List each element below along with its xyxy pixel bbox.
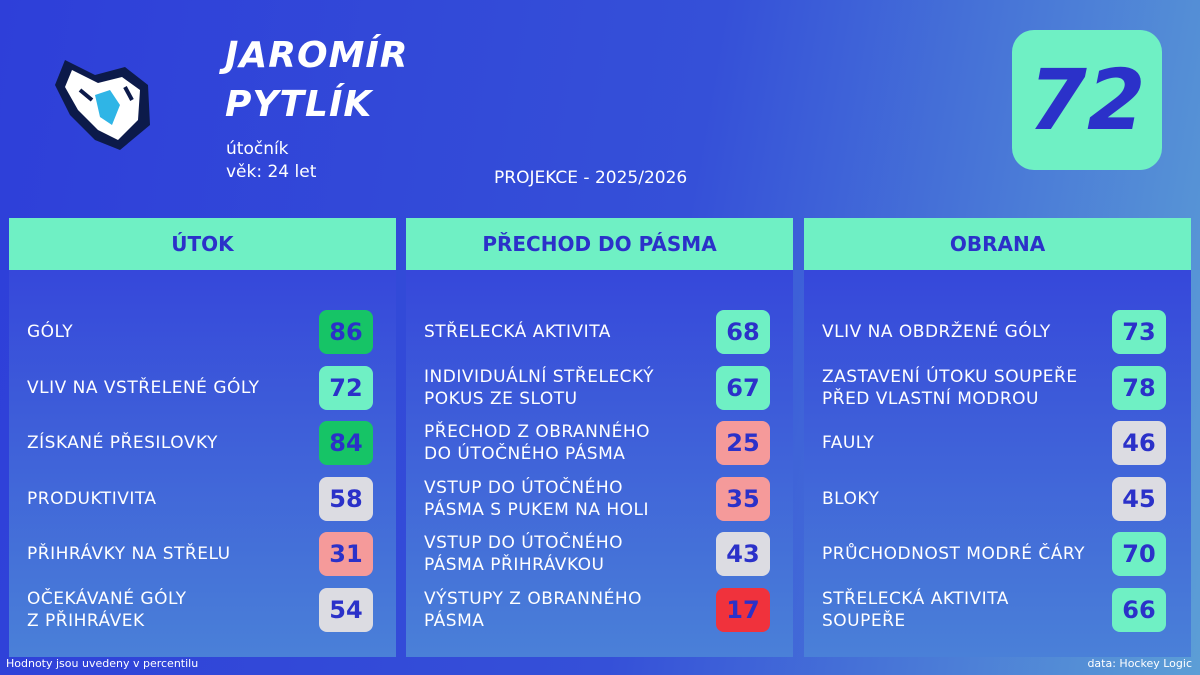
label-line: OČEKÁVANÉ GÓLY (27, 589, 187, 609)
metric-label: INDIVIDUÁLNÍ STŘELECKÝ POKUS ZE SLOTU (424, 366, 654, 410)
metric-value: 35 (716, 476, 770, 521)
metric-value: 72 (319, 365, 373, 410)
label-line: PŘECHOD Z OBRANNÉHO (424, 422, 651, 443)
metric-label: STŘELECKÁ AKTIVITA (424, 321, 611, 343)
metric-label: FAULY (822, 432, 874, 454)
metric-value: 86 (319, 310, 373, 354)
label-line: Z PŘIHRÁVEK (27, 611, 145, 631)
metric-label: ZÍSKANÉ PŘESILOVKY (27, 432, 218, 454)
label-line: DO ÚTOČNÉHO PÁSMA (424, 444, 626, 465)
panel: ÚTOK GÓLY 86 VLIV NA VSTŘELENÉ GÓLY 72 ZÍSKAN… (9, 218, 396, 657)
metric-value: 66 (1112, 588, 1166, 632)
position: útočník (226, 139, 289, 159)
label-line: FAULY (822, 433, 875, 454)
age: věk: 24 let (226, 162, 317, 182)
label-line: VÝSTUPY Z OBRANNÉHO (424, 589, 642, 609)
panel-title: PŘECHOD DO PÁSMA (406, 218, 793, 270)
label-line: PŘIHRÁVKY NA STŘELU (27, 544, 231, 565)
metric-value: 43 (716, 532, 770, 577)
label-line: PRŮCHODNOST MODRÉ ČÁRY (822, 544, 1086, 565)
metric-value: 58 (319, 476, 373, 521)
footer-note: Hodnoty jsou uvedeny v percentilu (6, 657, 199, 670)
metric-label: PŘIHRÁVKY NA STŘELU (27, 543, 231, 565)
metric-value: 67 (716, 365, 770, 410)
metric-value: 73 (1112, 310, 1166, 354)
metric-value: 17 (716, 588, 770, 632)
metric-label: GÓLY (27, 321, 73, 343)
label-line: PÁSMA PŘIHRÁVKOU (424, 555, 605, 576)
metric-value: 68 (716, 310, 770, 354)
label-line: STŘELECKÁ AKTIVITA (822, 589, 1009, 609)
player-name: PYTLÍK (225, 84, 373, 125)
overall-rating: 72 (1012, 30, 1162, 170)
metric-label: OČEKÁVANÉ GÓLY Z PŘIHRÁVEK (27, 588, 187, 632)
panel-title: OBRANA (804, 218, 1191, 270)
metric-value: 84 (319, 421, 373, 466)
label-line: ZÍSKANÉ PŘESILOVKY (27, 433, 218, 454)
metric-label: STŘELECKÁ AKTIVITA SOUPEŘE (822, 588, 1009, 632)
metric-value: 70 (1112, 532, 1166, 577)
label-line: INDIVIDUÁLNÍ STŘELECKÝ (424, 366, 654, 387)
label-line: VLIV NA VSTŘELENÉ GÓLY (27, 377, 260, 398)
label-line: PÁSMA S PUKEM NA HOLI (424, 499, 650, 520)
metric-label: PŘECHOD Z OBRANNÉHO DO ÚTOČNÉHO PÁSMA (424, 421, 650, 465)
label-line: ZASTAVENÍ ÚTOKU SOUPEŘE (822, 366, 1078, 387)
metric-label: VLIV NA VSTŘELENÉ GÓLY (27, 377, 259, 399)
metric-label: PRODUKTIVITA (27, 488, 157, 510)
metric-value: 25 (716, 421, 770, 466)
projection: PROJEKCE - 2025/2026 (494, 168, 688, 188)
metric-value: 46 (1112, 421, 1166, 466)
metric-label: VSTUP DO ÚTOČNÉHO PÁSMA PŘIHRÁVKOU (424, 532, 623, 576)
label-line: PÁSMA (424, 611, 485, 631)
label-line: BLOKY (822, 488, 880, 509)
label-line: VLIV NA OBDRŽENÉ GÓLY (822, 322, 1051, 342)
panel-title: ÚTOK (9, 218, 396, 270)
metric-label: BLOKY (822, 488, 879, 510)
label-line: PRODUKTIVITA (27, 488, 157, 509)
panel: PŘECHOD DO PÁSMA STŘELECKÁ AKTIVITA 68 INDI… (406, 218, 793, 657)
player-name: JAROMÍR (225, 35, 409, 76)
panel: OBRANA VLIV NA OBDRŽENÉ GÓLY 73 ZASTAVENÍ Ú… (804, 218, 1191, 657)
label-line: VSTUP DO ÚTOČNÉHO (424, 477, 623, 498)
label-line: STŘELECKÁ AKTIVITA (424, 322, 611, 342)
label-line: GÓLY (27, 322, 74, 342)
metric-value: 45 (1112, 476, 1166, 521)
metric-value: 31 (319, 532, 373, 577)
metric-label: VLIV NA OBDRŽENÉ GÓLY (822, 321, 1051, 343)
metric-label: VÝSTUPY Z OBRANNÉHO PÁSMA (424, 588, 642, 632)
metric-label: ZASTAVENÍ ÚTOKU SOUPEŘE PŘED VLASTNÍ MODR… (822, 366, 1078, 410)
label-line: VSTUP DO ÚTOČNÉHO (424, 533, 623, 554)
metric-value: 54 (319, 588, 373, 632)
metric-value: 78 (1112, 365, 1166, 410)
metric-label: PRŮCHODNOST MODRÉ ČÁRY (822, 543, 1085, 565)
label-line: SOUPEŘE (822, 611, 906, 631)
label-line: POKUS ZE SLOTU (424, 388, 578, 409)
team-logo (55, 60, 150, 150)
footer-source: data: Hockey Logic (1087, 657, 1192, 670)
label-line: PŘED VLASTNÍ MODROU (822, 388, 1040, 409)
metric-label: VSTUP DO ÚTOČNÉHO PÁSMA S PUKEM NA HOLI (424, 477, 649, 521)
